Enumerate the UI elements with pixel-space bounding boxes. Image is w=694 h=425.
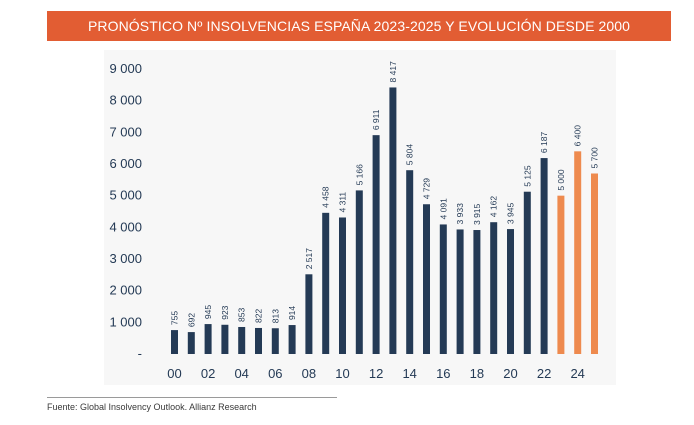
bar-value-label: 4 729 [422, 178, 432, 200]
y-tick-label: 9 000 [109, 61, 142, 76]
bar-value-label: 5 804 [405, 144, 415, 166]
y-tick-label: 3 000 [109, 251, 142, 266]
y-tick-label: 1 000 [109, 314, 142, 329]
bar [255, 327, 262, 354]
bar [187, 332, 195, 354]
x-tick-label: 04 [234, 366, 248, 381]
x-tick-label: 02 [201, 366, 215, 381]
x-tick-label: 14 [402, 366, 416, 381]
bar [204, 324, 212, 354]
x-tick-label: 22 [537, 366, 551, 381]
chart-title-banner: PRONÓSTICO Nº INSOLVENCIAS ESPAÑA 2023-2… [47, 11, 671, 41]
y-tick-label: 6 000 [109, 156, 142, 171]
source-note: Fuente: Global Insolvency Outlook. Allia… [47, 402, 257, 412]
bar [406, 170, 414, 354]
chart-title: PRONÓSTICO Nº INSOLVENCIAS ESPAÑA 2023-2… [87, 18, 631, 34]
bar-value-label: 4 091 [438, 198, 448, 220]
x-tick-label: 16 [436, 366, 450, 381]
bar [288, 325, 296, 354]
bar-value-label: 5 125 [522, 165, 532, 187]
x-tick-label: 10 [335, 366, 349, 381]
bar-value-label: 853 [237, 308, 247, 322]
bar-value-label: 3 945 [506, 203, 516, 225]
bar [355, 190, 363, 354]
bar-value-label: 5 700 [590, 147, 600, 169]
x-tick-label: 18 [470, 366, 484, 381]
x-tick-label: 12 [369, 366, 383, 381]
bar [423, 204, 430, 354]
bar-value-label: 3 915 [472, 203, 482, 225]
bar-value-label: 6 911 [371, 109, 381, 130]
bar [238, 326, 246, 354]
y-tick-label: 7 000 [109, 124, 142, 139]
bar-value-label: 8 417 [388, 61, 398, 83]
bar [557, 195, 565, 354]
y-tick-label: 8 000 [109, 93, 142, 108]
bar-value-label: 5 166 [354, 164, 364, 186]
bar-value-label: 813 [270, 309, 280, 323]
bar [490, 222, 498, 354]
bar-value-label: 2 517 [304, 248, 314, 270]
y-tick-label: 2 000 [109, 283, 142, 298]
x-axis-labels: 00 02 04 06 08 10 12 14 16 18 20 22 24 [167, 366, 585, 381]
bar-value-label: 4 162 [489, 196, 499, 218]
bar [507, 229, 514, 354]
bar-value-label: 923 [220, 305, 230, 319]
bar [523, 191, 531, 354]
y-tick-label: - [138, 346, 142, 361]
bar [305, 274, 313, 354]
bars [171, 87, 598, 354]
bar [591, 173, 598, 354]
bar-value-label: 5 000 [556, 169, 566, 191]
bar [221, 324, 229, 354]
bar [322, 212, 330, 354]
bar [171, 330, 178, 354]
bar-value-label: 945 [203, 305, 213, 319]
source-divider [47, 397, 337, 398]
x-tick-label: 24 [570, 366, 584, 381]
bar-value-label: 6 187 [539, 132, 549, 154]
bar-value-label: 4 458 [321, 186, 331, 208]
bar [439, 224, 447, 354]
bar [389, 87, 397, 354]
bar [574, 151, 582, 354]
y-tick-label: 5 000 [109, 188, 142, 203]
bar [271, 328, 279, 354]
y-tick-label: 4 000 [109, 219, 142, 234]
x-tick-label: 06 [268, 366, 282, 381]
bar-value-label: 755 [170, 311, 180, 325]
bar-value-label: 914 [287, 306, 297, 320]
bar [339, 217, 346, 354]
y-axis-labels: - 1 000 2 000 3 000 4 000 5 000 6 000 7 000 8 00… [109, 61, 142, 361]
bar-value-label: 692 [186, 313, 196, 327]
bar [456, 229, 464, 354]
bar [372, 135, 380, 354]
bar [540, 158, 548, 354]
x-tick-label: 08 [302, 366, 316, 381]
x-tick-label: 20 [503, 366, 517, 381]
bar-value-label: 4 311 [338, 192, 348, 213]
bar-value-labels: 755 692 945 923 853 822 813 914 2 517 4 458 4 311 5… [170, 61, 600, 327]
bar-value-label: 3 933 [455, 203, 465, 225]
bar-value-label: 6 400 [573, 125, 583, 147]
x-tick-label: 00 [167, 366, 181, 381]
bar [473, 230, 481, 354]
bar-value-label: 822 [254, 309, 264, 323]
